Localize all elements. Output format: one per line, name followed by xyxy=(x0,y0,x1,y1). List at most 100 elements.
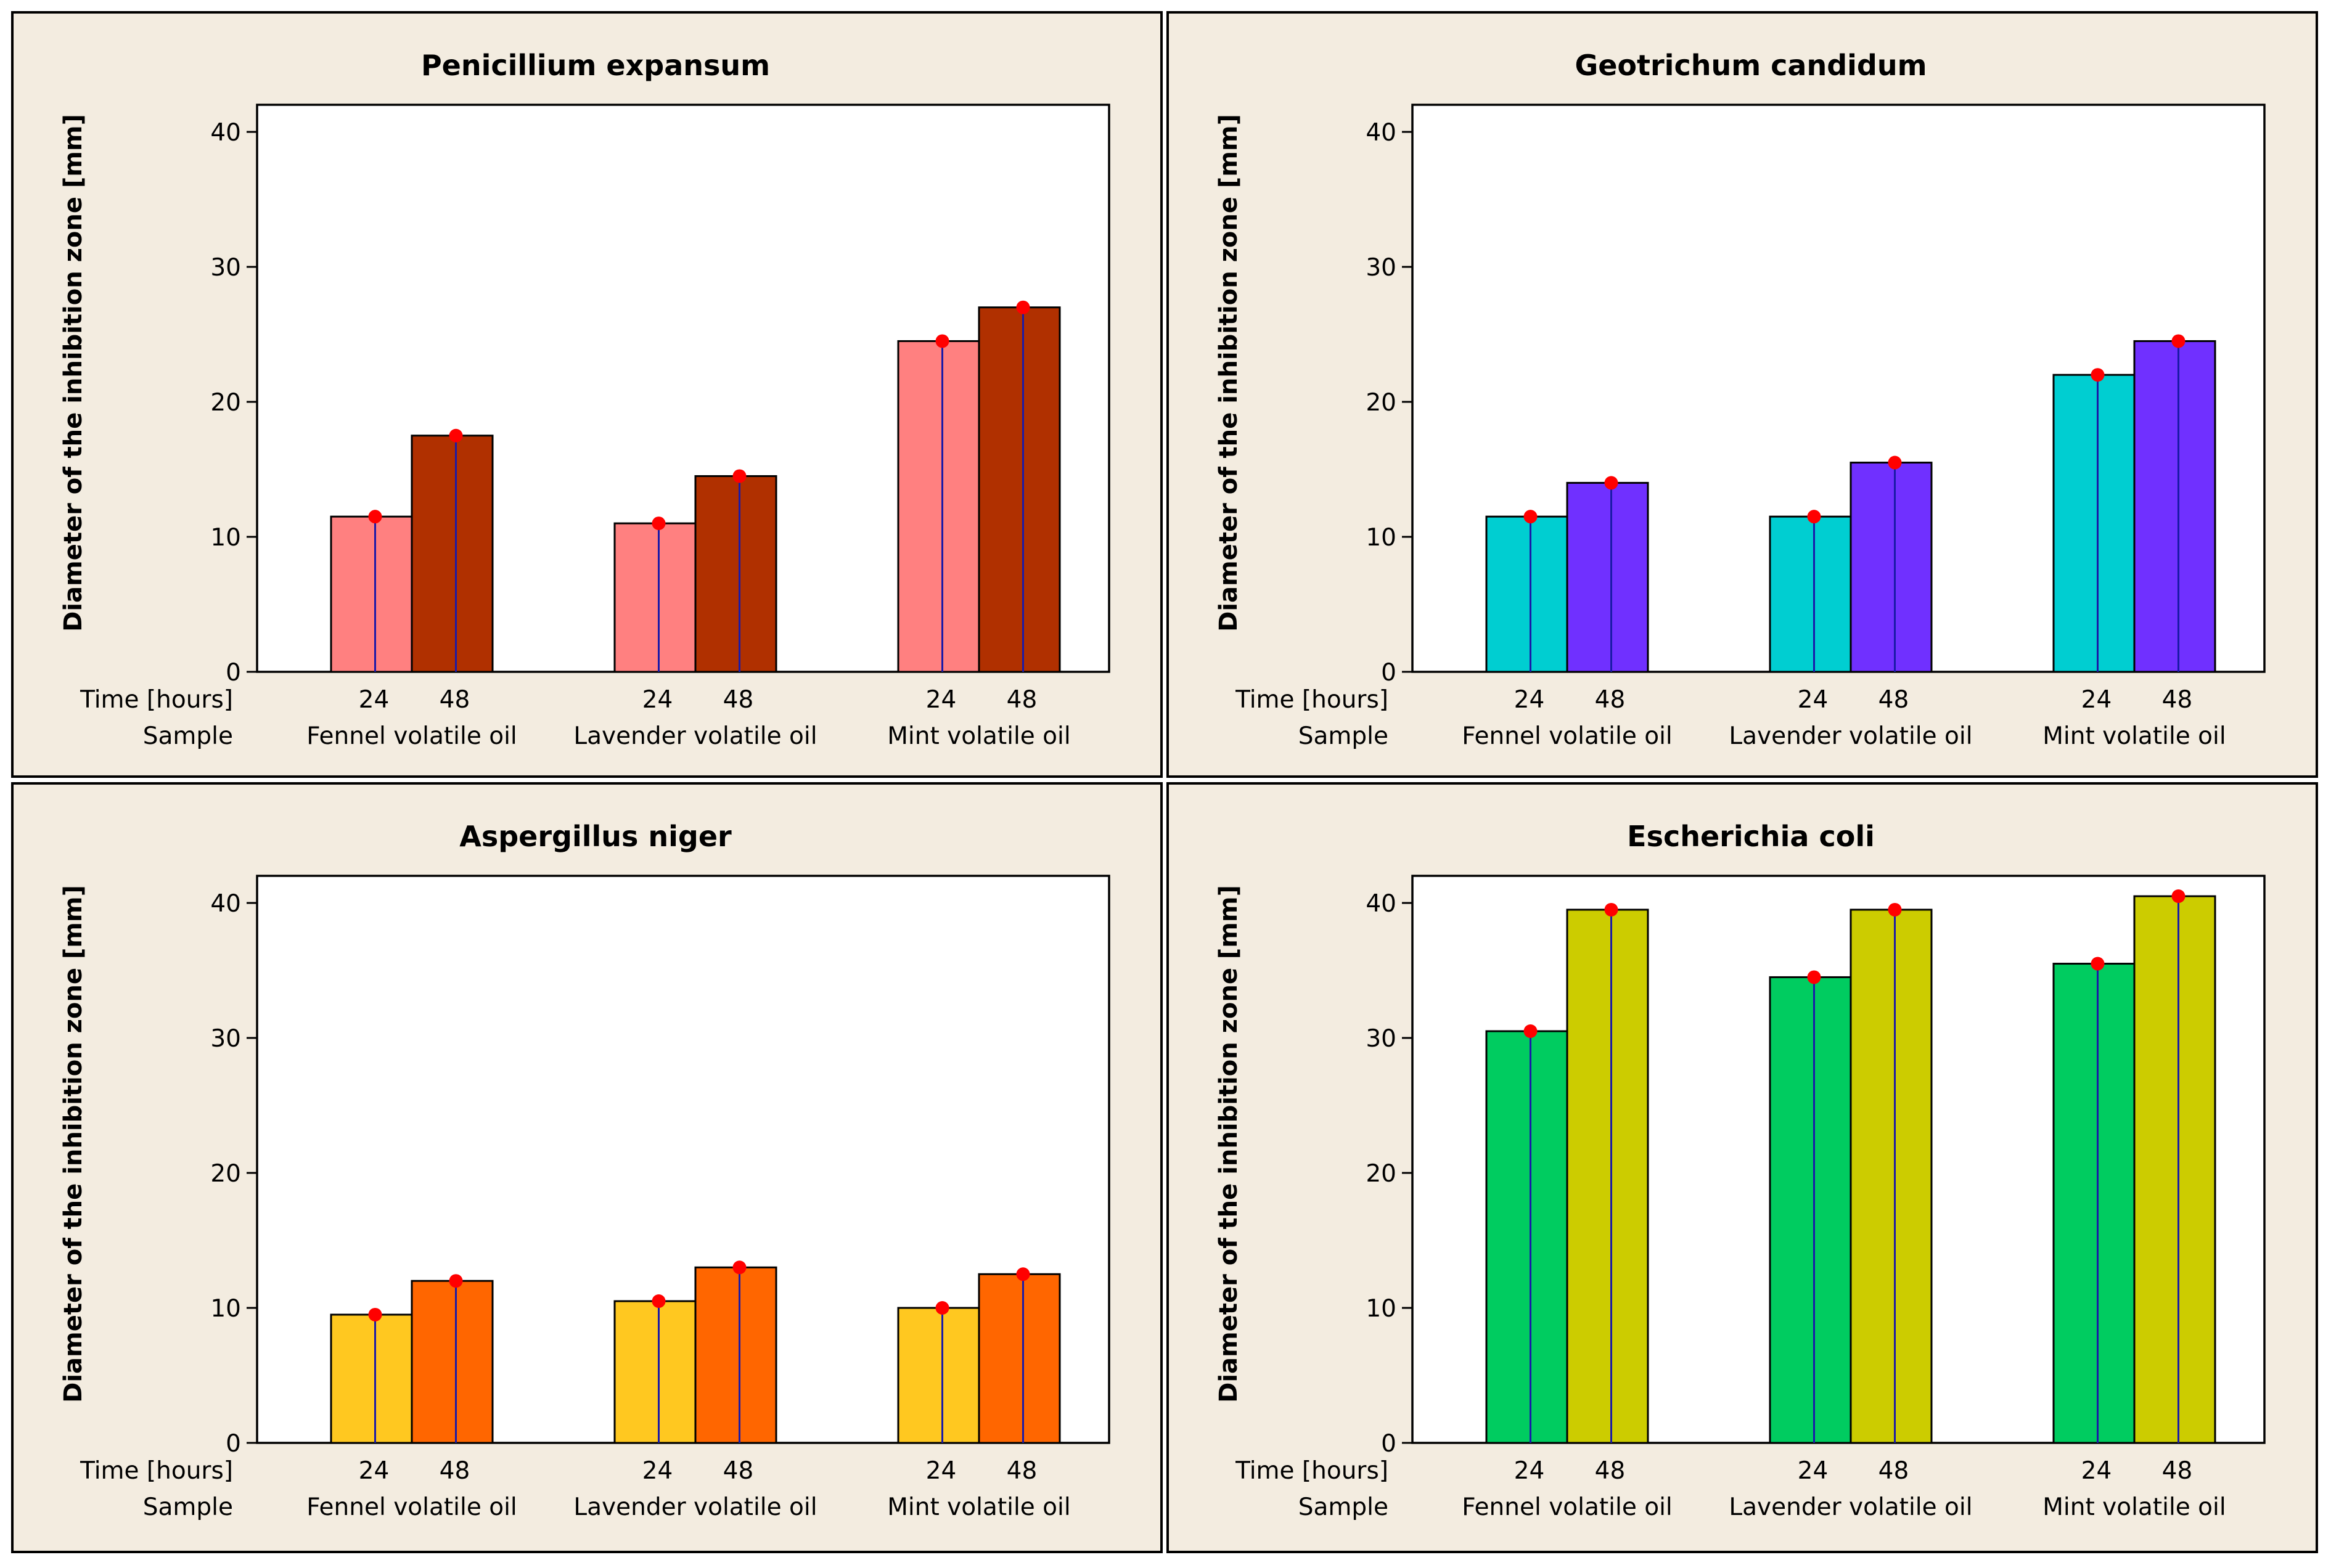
y-tick-label: 20 xyxy=(210,1160,241,1188)
bar xyxy=(330,1313,413,1444)
time-tick-label: 48 xyxy=(723,1457,754,1485)
chart-panel-1: Penicillium expansum Diameter of the inhi… xyxy=(11,11,1163,778)
data-point xyxy=(652,1294,666,1309)
time-tick-label: 24 xyxy=(642,1457,673,1485)
chart-title: Aspergillus niger xyxy=(459,820,732,853)
time-tick-label: 24 xyxy=(2081,1457,2112,1485)
bar xyxy=(1769,976,1852,1444)
y-axis-label: Diameter of the inhibition zone [mm] xyxy=(1215,885,1243,1403)
chart-title: Escherichia coli xyxy=(1627,820,1875,853)
data-point xyxy=(1016,1267,1030,1281)
bar xyxy=(897,340,980,673)
y-axis-label: Diameter of the inhibition zone [mm] xyxy=(59,885,88,1403)
data-point xyxy=(2091,957,2105,971)
bar xyxy=(1566,909,1649,1444)
bar xyxy=(978,1273,1061,1444)
time-tick-label: 48 xyxy=(2162,686,2193,714)
bar xyxy=(2133,895,2216,1444)
bar xyxy=(978,306,1061,673)
time-tick-label: 48 xyxy=(1007,686,1038,714)
y-tick-label: 0 xyxy=(1381,1430,1396,1458)
bar xyxy=(2133,340,2216,673)
bar xyxy=(897,1307,980,1444)
data-point xyxy=(732,469,747,483)
sample-label: Lavender volatile oil xyxy=(1729,722,1972,750)
time-tick-label: 48 xyxy=(1595,1457,1626,1485)
y-tick-label: 30 xyxy=(1366,254,1396,282)
y-tick-label: 40 xyxy=(1366,119,1396,147)
time-tick-label: 48 xyxy=(1595,686,1626,714)
time-tick-label: 48 xyxy=(440,686,470,714)
bar xyxy=(330,515,413,673)
y-tick-label: 30 xyxy=(210,254,241,282)
sample-row-label: Sample xyxy=(143,1493,233,1521)
chart-panel-3: Aspergillus niger Diameter of the inhibit… xyxy=(11,782,1163,1553)
bar xyxy=(411,1280,494,1444)
data-point xyxy=(732,1260,747,1275)
sample-label: Mint volatile oil xyxy=(887,722,1070,750)
data-point xyxy=(652,517,666,531)
bar xyxy=(1485,1030,1568,1444)
bar xyxy=(1769,515,1852,673)
time-tick-label: 48 xyxy=(723,686,754,714)
y-tick-label: 30 xyxy=(210,1025,241,1053)
bar xyxy=(613,1300,697,1444)
data-point xyxy=(1604,476,1618,490)
sample-row-label: Sample xyxy=(1298,722,1388,750)
sample-row-label: Sample xyxy=(1298,1493,1388,1521)
data-point xyxy=(1604,902,1618,917)
bar xyxy=(1850,462,1933,673)
y-tick-label: 20 xyxy=(1366,1160,1396,1188)
chart-title: Geotrichum candidum xyxy=(1575,49,1927,82)
data-point xyxy=(368,510,382,524)
sample-row-label: Sample xyxy=(143,722,233,750)
y-tick-label: 0 xyxy=(226,1430,241,1458)
bar xyxy=(2052,374,2136,673)
time-tick-label: 24 xyxy=(359,686,390,714)
sample-label: Lavender volatile oil xyxy=(573,1493,817,1521)
y-tick-label: 0 xyxy=(1381,659,1396,687)
sample-label: Mint volatile oil xyxy=(2042,722,2226,750)
chart-panel-2: Geotrichum candidum Diameter of the inhib… xyxy=(1166,11,2318,778)
time-row-label: Time [hours] xyxy=(1235,686,1388,714)
bar xyxy=(613,522,697,673)
y-tick-label: 10 xyxy=(1366,1295,1396,1323)
data-point xyxy=(1807,970,1821,984)
data-point xyxy=(935,334,949,348)
data-point xyxy=(1807,510,1821,524)
data-point xyxy=(2171,334,2186,348)
time-tick-label: 24 xyxy=(642,686,673,714)
data-point xyxy=(1888,455,1902,470)
y-tick-label: 40 xyxy=(1366,890,1396,918)
sample-label: Lavender volatile oil xyxy=(573,722,817,750)
time-row-label: Time [hours] xyxy=(1235,1457,1388,1485)
data-point xyxy=(368,1307,382,1321)
sample-label: Mint volatile oil xyxy=(2042,1493,2226,1521)
y-tick-label: 30 xyxy=(1366,1025,1396,1053)
bar xyxy=(2052,963,2136,1444)
data-point xyxy=(1016,300,1030,314)
sample-label: Fennel volatile oil xyxy=(306,1493,517,1521)
y-axis-label: Diameter of the inhibition zone [mm] xyxy=(1215,114,1243,632)
chart-title: Penicillium expansum xyxy=(421,49,770,82)
y-tick-label: 40 xyxy=(210,119,241,147)
time-tick-label: 24 xyxy=(926,686,957,714)
bar xyxy=(1485,515,1568,673)
sample-label: Fennel volatile oil xyxy=(306,722,517,750)
y-tick-label: 40 xyxy=(210,890,241,918)
bar xyxy=(411,435,494,673)
bar xyxy=(694,475,777,673)
sample-label: Mint volatile oil xyxy=(887,1493,1070,1521)
chart-panel-4: Escherichia coli Diameter of the inhibiti… xyxy=(1166,782,2318,1553)
data-point xyxy=(1888,902,1902,917)
time-row-label: Time [hours] xyxy=(80,1457,233,1485)
time-tick-label: 48 xyxy=(1878,1457,1909,1485)
data-point xyxy=(1523,510,1538,524)
bar xyxy=(694,1266,777,1444)
time-tick-label: 24 xyxy=(1798,1457,1829,1485)
y-tick-label: 20 xyxy=(210,389,241,417)
sample-label: Fennel volatile oil xyxy=(1462,1493,1673,1521)
time-tick-label: 48 xyxy=(1007,1457,1038,1485)
time-tick-label: 48 xyxy=(440,1457,470,1485)
